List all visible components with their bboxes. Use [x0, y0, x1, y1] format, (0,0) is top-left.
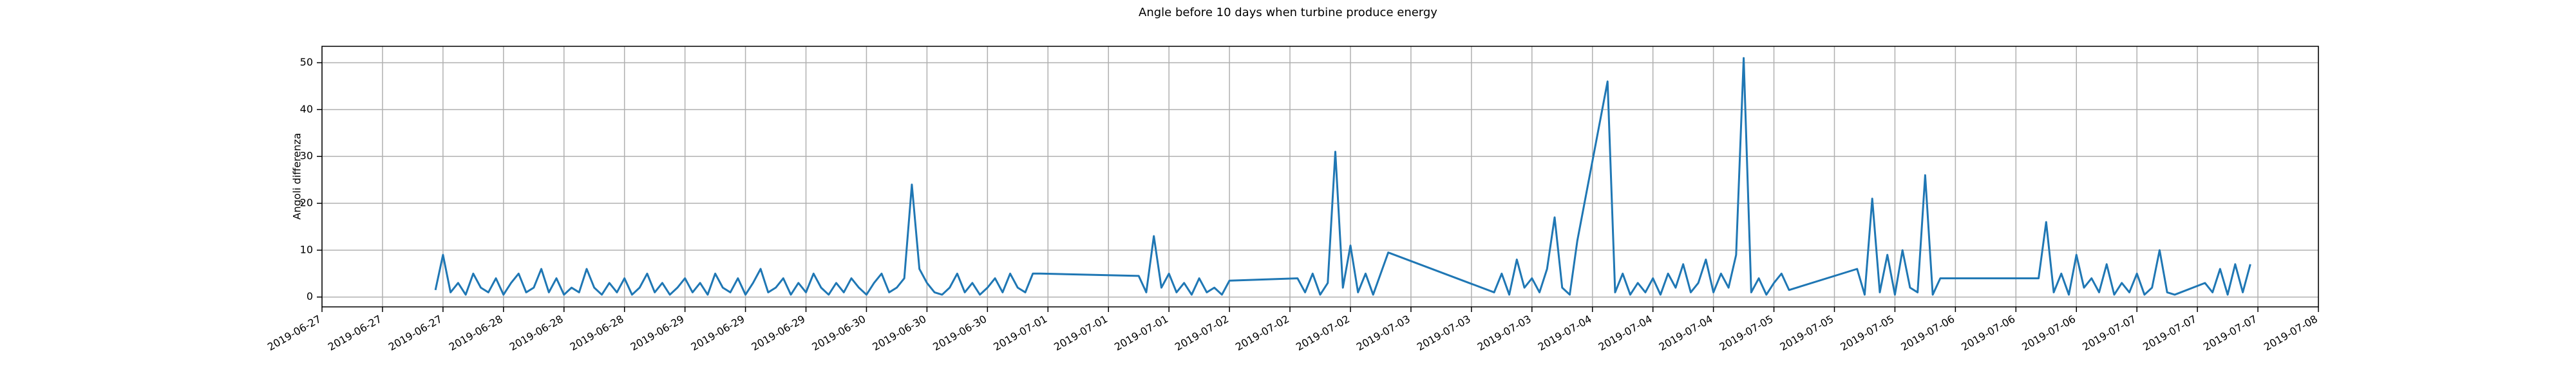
y-tick-label: 20 [300, 197, 313, 209]
chart-title: Angle before 10 days when turbine produc… [1139, 6, 1437, 19]
y-tick-label: 10 [300, 243, 313, 255]
data-line [434, 57, 2251, 296]
y-tick-label: 30 [300, 150, 313, 162]
y-tick-label: 40 [300, 103, 313, 115]
plot-frame [321, 46, 2319, 308]
y-tick-label: 50 [300, 56, 313, 68]
y-tick-label: 0 [307, 290, 313, 302]
y-axis-label: Angoli differenza [291, 133, 303, 220]
